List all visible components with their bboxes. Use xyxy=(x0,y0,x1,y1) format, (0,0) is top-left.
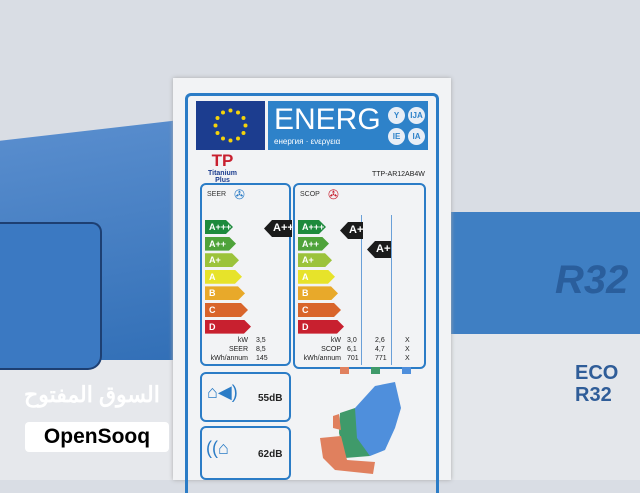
outdoor-noise-panel: ((⌂ 62dB xyxy=(200,426,291,480)
air-conditioner-unit xyxy=(0,222,102,370)
energy-class-bar: C xyxy=(298,303,341,317)
energy-class-bar: A+ xyxy=(205,253,239,267)
watermark-arabic: السوق المفتوح xyxy=(24,382,160,407)
eu-star xyxy=(243,123,248,128)
eco-text: ECO R32 xyxy=(575,362,619,406)
energy-class-bar: D xyxy=(298,320,344,334)
eu-star xyxy=(241,116,246,120)
suffix: IE xyxy=(388,128,405,145)
climate-zone-swatch xyxy=(340,367,349,374)
seer-value-row: kW 3,5 xyxy=(237,337,266,344)
eu-star xyxy=(236,136,240,141)
seer-value-row: SEER 8,5 xyxy=(228,346,266,353)
scop-class-average: A++ xyxy=(367,241,391,258)
energy-class-bar: B xyxy=(205,286,245,300)
suffix: IA xyxy=(408,128,425,145)
eu-star xyxy=(221,110,225,115)
brand-logo: TP Titanium Plus xyxy=(207,151,238,185)
europe-climate-map xyxy=(315,378,415,476)
fan-icon: ✇ xyxy=(328,187,339,202)
speaker-house-icon: ((⌂ xyxy=(206,438,229,458)
refrigerant-text: R32 xyxy=(555,258,629,302)
seer-value-row: kWh/annum 145 xyxy=(210,355,268,362)
suffix: Y xyxy=(388,107,405,124)
energy-class-bar: D xyxy=(205,320,251,334)
energy-class-bar: A+++ xyxy=(205,220,233,234)
eu-star xyxy=(221,136,225,141)
background-blue-band xyxy=(440,212,640,334)
fan-icon: ✇ xyxy=(234,187,245,202)
eu-star xyxy=(215,116,220,120)
background-lower-right xyxy=(440,334,640,480)
eu-star xyxy=(241,131,246,135)
model-number: TTP-AR12AB4W xyxy=(372,171,425,178)
indoor-noise-panel: ⌂◀) 55dB xyxy=(200,372,291,422)
eu-star xyxy=(228,108,233,113)
eu-star xyxy=(215,131,220,135)
scop-value-row: kWh/annum 701 771 X xyxy=(303,355,410,362)
energy-class-bar: A+ xyxy=(298,253,332,267)
energy-class-bar: B xyxy=(298,286,338,300)
speaker-house-icon: ⌂◀) xyxy=(207,382,238,402)
eu-star xyxy=(213,123,218,128)
scop-heading: SCOP xyxy=(300,191,320,198)
climate-zone-swatch xyxy=(371,367,380,374)
scop-value-row: SCOP 6,1 4,7 X xyxy=(321,346,410,353)
climate-zone-swatch xyxy=(402,367,411,374)
energy-subtitle: енергия · ενεργεια xyxy=(274,137,341,146)
eu-star xyxy=(236,110,240,115)
indoor-noise-value: 55dB xyxy=(258,393,283,404)
eu-flag-icon xyxy=(196,101,265,150)
energy-title: ENERG xyxy=(274,103,381,136)
scop-panel: SCOP ✇ A+++ A++ A+ A B C D A+++ A++ kW 3,0 2,6 X S… xyxy=(293,183,426,369)
label-border xyxy=(185,93,439,493)
seer-panel: SEER ✇ A+++ A++ A+ A B C D A+++ kW 3,5 SEER 8,5… xyxy=(200,183,292,366)
seer-class-indicator: A+++ xyxy=(264,220,292,237)
energy-class-bar: A+++ xyxy=(298,220,326,234)
energy-class-bar: A xyxy=(298,270,335,284)
energy-class-bar: A++ xyxy=(205,237,236,251)
energy-class-bar: C xyxy=(205,303,248,317)
outdoor-noise-value: 62dB xyxy=(258,449,283,460)
suffix: IJA xyxy=(408,107,425,124)
energy-header: ENERG енергия · ενεργεια Y IJA IE IA xyxy=(268,101,428,150)
energy-class-bar: A xyxy=(205,270,242,284)
scop-value-row: kW 3,0 2,6 X xyxy=(330,337,410,344)
seer-heading: SEER xyxy=(207,191,227,198)
background-lower-left xyxy=(0,360,180,480)
energy-class-bar: A++ xyxy=(298,237,329,251)
watermark-logo: OpenSooq xyxy=(25,422,169,452)
eu-star xyxy=(228,138,233,143)
scop-class-warm: A+++ xyxy=(340,222,363,239)
